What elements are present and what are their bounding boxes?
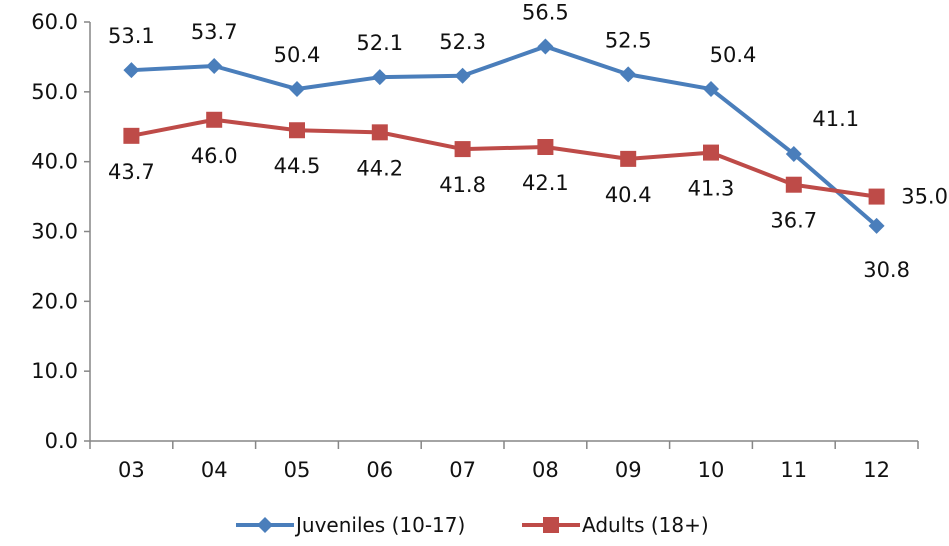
- axes: 0.0 10.0 20.0 30.0 40.0 50.0 60.0 03 04 05 06 07 08 0…: [31, 10, 919, 482]
- series-juveniles: [123, 38, 885, 234]
- x-tick-label: 08: [532, 458, 559, 482]
- juveniles-data-label: 53.7: [191, 20, 238, 44]
- juveniles-data-label: 52.3: [439, 30, 486, 54]
- square-marker: [868, 188, 885, 205]
- juveniles-data-label: 50.4: [710, 43, 757, 67]
- juveniles-data-label: 30.8: [863, 258, 910, 282]
- y-tick-label: 10.0: [31, 359, 78, 383]
- x-tick-label: 09: [615, 458, 642, 482]
- juveniles-data-label: 53.1: [108, 24, 155, 48]
- adults-data-label: 44.2: [356, 156, 403, 180]
- data-labels: 53.1 53.7 50.4 52.1 52.3 56.5 52.5 50.4 41.1 30.8…: [108, 0, 948, 281]
- legend-item-adults: Adults (18+): [522, 513, 709, 537]
- series-line: [131, 117, 877, 199]
- legend-square-marker: [543, 517, 559, 533]
- square-marker: [289, 122, 305, 139]
- series-layer: [123, 38, 885, 234]
- series-adults: [123, 111, 885, 205]
- juveniles-data-label: 50.4: [274, 43, 321, 67]
- y-tick-label: 50.0: [31, 80, 78, 104]
- adults-data-label: 40.4: [605, 183, 652, 207]
- adults-data-label: 41.8: [439, 173, 486, 197]
- x-tick-label: 10: [698, 458, 725, 482]
- legend-diamond-marker: [257, 517, 273, 533]
- juveniles-data-label: 52.5: [605, 28, 652, 52]
- diamond-marker: [123, 62, 140, 79]
- diamond-marker: [785, 145, 802, 162]
- adults-data-label: 43.7: [108, 160, 155, 184]
- diamond-marker: [868, 217, 885, 234]
- diamond-marker: [703, 81, 719, 98]
- y-tick-label: 60.0: [31, 10, 78, 34]
- series-line: [131, 44, 878, 228]
- square-marker: [703, 144, 719, 161]
- legend: Juveniles (10-17) Adults (18+): [236, 513, 709, 537]
- square-marker: [454, 141, 471, 158]
- square-marker: [785, 176, 802, 193]
- square-marker: [206, 111, 223, 128]
- diamond-marker: [206, 57, 223, 74]
- y-tick-label: 20.0: [31, 289, 78, 313]
- adults-data-label: 44.5: [274, 154, 321, 178]
- legend-label: Juveniles (10-17): [294, 513, 465, 537]
- adults-data-label: 41.3: [688, 177, 735, 201]
- y-tick-label: 40.0: [31, 150, 78, 174]
- diamond-marker: [454, 67, 471, 84]
- juveniles-data-label: 56.5: [522, 0, 569, 24]
- adults-data-label: 36.7: [770, 209, 817, 233]
- diamond-marker: [371, 69, 388, 86]
- diamond-marker: [289, 81, 305, 98]
- juveniles-data-label: 41.1: [812, 107, 859, 131]
- x-tick-label: 06: [366, 458, 393, 482]
- y-tick-label: 30.0: [31, 220, 78, 244]
- adults-data-label: 42.1: [522, 171, 569, 195]
- x-tick-label: 03: [118, 458, 145, 482]
- square-marker: [620, 150, 637, 167]
- adults-data-label: 46.0: [191, 144, 238, 168]
- adults-data-label: 35.0: [901, 185, 948, 209]
- diamond-marker: [537, 38, 554, 55]
- square-marker: [371, 124, 388, 141]
- y-tick-label: 0.0: [45, 429, 78, 453]
- x-tick-label: 04: [201, 458, 228, 482]
- juveniles-data-label: 52.1: [356, 31, 403, 55]
- x-tick-label: 07: [449, 458, 476, 482]
- legend-label: Adults (18+): [582, 513, 709, 537]
- square-marker: [123, 127, 140, 144]
- x-tick-label: 12: [863, 458, 890, 482]
- x-tick-label: 11: [780, 458, 807, 482]
- diamond-marker: [620, 66, 637, 83]
- square-marker: [537, 139, 554, 156]
- legend-item-juveniles: Juveniles (10-17): [236, 513, 465, 537]
- x-tick-label: 05: [284, 458, 311, 482]
